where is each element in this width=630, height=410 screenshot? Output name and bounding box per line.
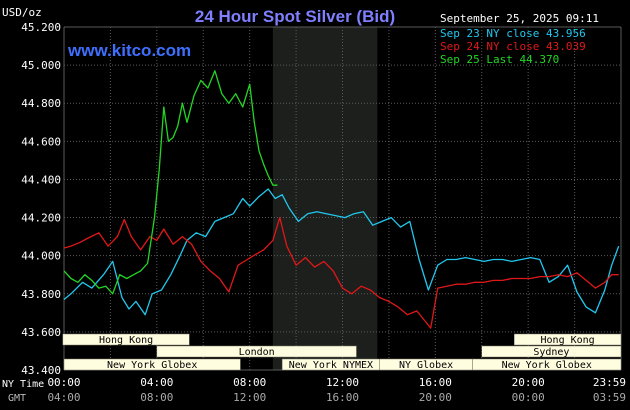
session-label: Sydney <box>533 347 569 358</box>
chart-title: 24 Hour Spot Silver (Bid) <box>195 7 395 26</box>
session-label: New York Globex <box>107 360 197 371</box>
legend-entry-sep23: Sep 23 NY close 43.956 <box>440 27 586 40</box>
kitco-watermark: www.kitco.com <box>67 41 191 60</box>
legend-entry-sep24: Sep 24 NY close 43.039 <box>440 40 586 53</box>
session-label: Hong Kong <box>99 335 153 346</box>
y-tick-label: 45.200 <box>21 21 61 34</box>
y-tick-label: 43.600 <box>21 326 61 339</box>
timestamp: September 25, 2025 09:11 <box>440 12 599 25</box>
session-bar <box>63 358 241 371</box>
session-bar <box>62 333 190 346</box>
x-tick-label-ny: 23:59 <box>593 376 626 389</box>
session-label: New York Globex <box>502 360 592 371</box>
session-bar <box>156 345 357 358</box>
session-label: NY Globex <box>399 360 453 371</box>
y-axis-labels: 43.400 43.600 43.800 44.000 44.200 44.400 44.6… <box>21 21 61 377</box>
x-tick-label-gmt: 16:00 <box>326 391 359 404</box>
x-tick-label-gmt: 03:59 <box>593 391 626 404</box>
x-tick-label-ny: 20:00 <box>512 376 545 389</box>
legend-entry-sep25: Sep 25 Last 44.370 <box>440 53 559 66</box>
x-tick-label-gmt: 00:00 <box>512 391 545 404</box>
x-tick-label-ny: 00:00 <box>47 376 80 389</box>
y-unit-label: USD/oz <box>2 6 42 19</box>
y-tick-label: 44.200 <box>21 212 61 225</box>
y-tick-label: 44.000 <box>21 250 61 263</box>
ny-time-axis-label: NY Time <box>2 379 44 390</box>
series-line-sep-23 <box>63 188 620 316</box>
x-tick-label-gmt: 08:00 <box>140 391 173 404</box>
session-bar <box>513 333 622 346</box>
x-tick-label-gmt: 20:00 <box>419 391 452 404</box>
session-label: London <box>239 347 275 358</box>
session-bar <box>481 345 622 358</box>
price-series <box>63 70 620 329</box>
session-label: Hong Kong <box>541 335 595 346</box>
y-tick-label: 44.800 <box>21 97 61 110</box>
series-line-sep-25 <box>63 70 278 295</box>
y-tick-label: 44.400 <box>21 173 61 186</box>
trading-sessions: Hong Kong London New York Globex New York N… <box>62 333 622 371</box>
y-tick-label: 44.600 <box>21 135 61 148</box>
series-line-sep-24 <box>63 216 619 329</box>
chart-grid <box>63 26 622 371</box>
y-tick-label: 43.400 <box>21 364 61 377</box>
session-bar <box>472 358 622 371</box>
y-tick-label: 45.000 <box>21 59 61 72</box>
legend: Sep 23 NY close 43.956 Sep 24 NY close 4… <box>440 27 586 66</box>
gmt-axis-label: GMT <box>8 393 26 404</box>
nymex-session-highlight <box>272 27 378 370</box>
session-label: New York NYMEX <box>289 360 373 371</box>
x-tick-label-gmt: 04:00 <box>47 391 80 404</box>
x-tick-label-ny: 04:00 <box>140 376 173 389</box>
x-tick-label-ny: 12:00 <box>326 376 359 389</box>
y-tick-label: 43.800 <box>21 288 61 301</box>
x-axis-labels: 00:00 04:00 04:00 08:00 08:00 12:00 12:00 16:00… <box>47 376 626 404</box>
x-tick-label-gmt: 12:00 <box>233 391 266 404</box>
x-tick-label-ny: 16:00 <box>419 376 452 389</box>
x-tick-label-ny: 08:00 <box>233 376 266 389</box>
